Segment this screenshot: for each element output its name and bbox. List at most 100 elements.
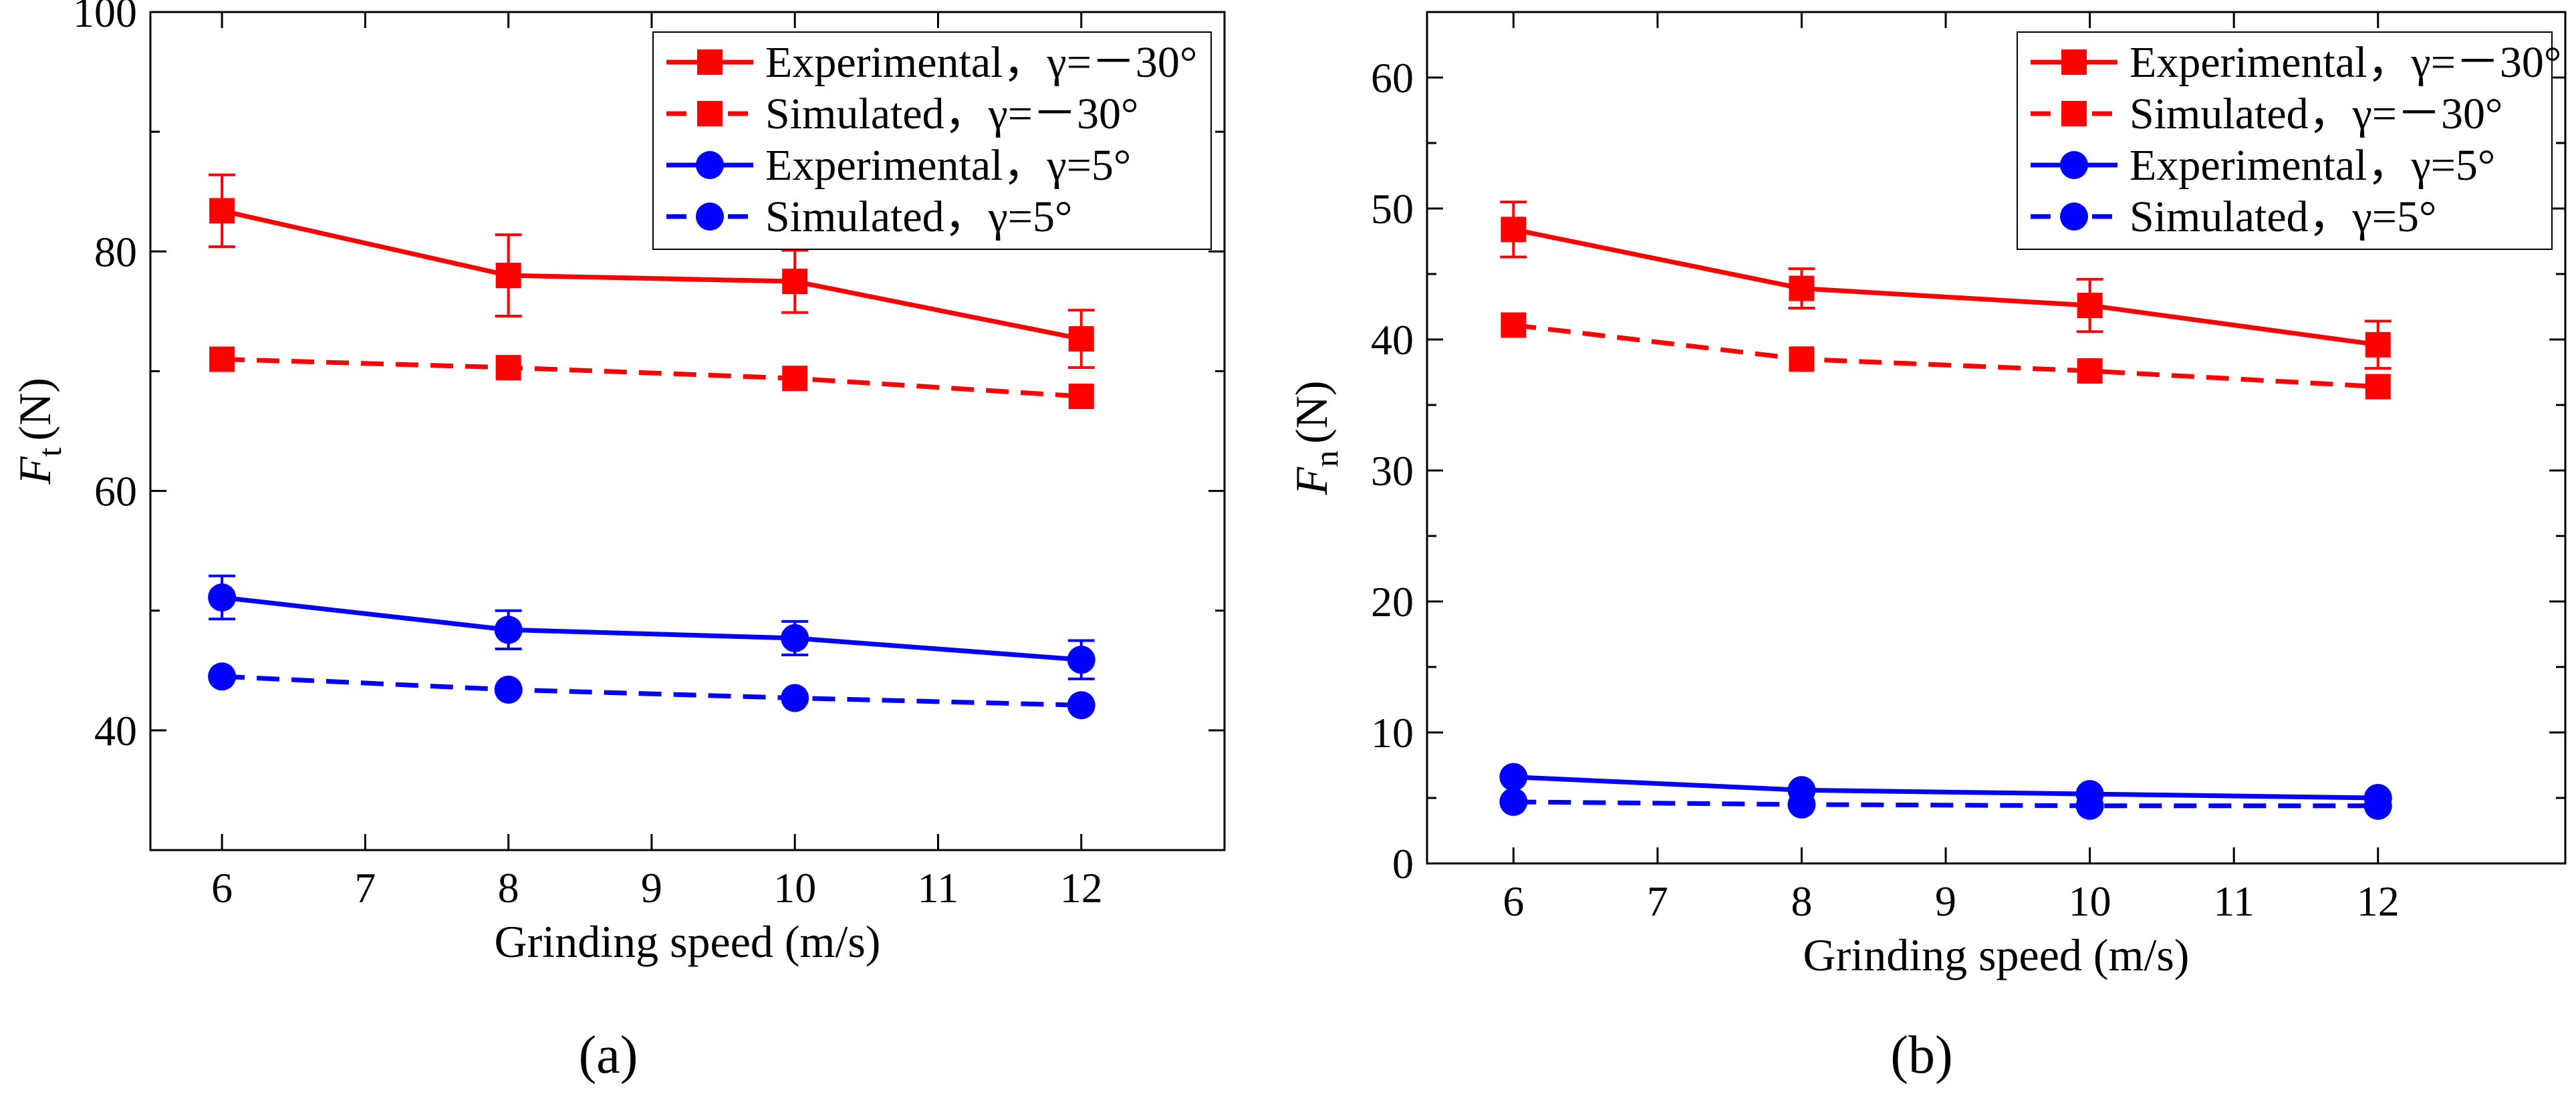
legend-item: Experimental，γ=－30° bbox=[666, 38, 1197, 87]
data-point bbox=[494, 675, 523, 704]
data-point bbox=[2363, 791, 2392, 820]
x-axis-title: Grinding speed (m/s) bbox=[495, 916, 881, 967]
legend-marker bbox=[2060, 151, 2088, 179]
series-1 bbox=[1500, 200, 2392, 370]
legend-item: Simulated，γ=5° bbox=[2031, 192, 2436, 241]
series-line bbox=[221, 595, 1081, 662]
data-point bbox=[208, 662, 237, 691]
panel-label: (a) bbox=[579, 1026, 638, 1085]
x-tick-label: 12 bbox=[1060, 864, 1103, 912]
legend-marker bbox=[696, 202, 724, 231]
y-tick-label: 50 bbox=[1371, 185, 1414, 233]
legend-item: Simulated，γ=5° bbox=[666, 192, 1072, 241]
data-point bbox=[1067, 646, 1096, 674]
data-point bbox=[1501, 217, 1527, 243]
data-point bbox=[1789, 346, 1815, 372]
legend-marker bbox=[697, 101, 723, 126]
y-tick-label: 0 bbox=[1392, 840, 1414, 887]
y-axis-subscript: t bbox=[31, 447, 68, 456]
data-point bbox=[782, 366, 808, 392]
x-tick-label: 10 bbox=[2069, 877, 2111, 925]
chart-panel-a: 6 7 8 9 10 11 12 40 60 80 100 Grinding speed (m/s) F… bbox=[9, 0, 1226, 967]
x-tick-label: 7 bbox=[1647, 877, 1668, 925]
y-axis-title: Fn (N) bbox=[1286, 381, 1345, 496]
data-point bbox=[1067, 691, 1096, 720]
data-point bbox=[781, 624, 809, 652]
series-4 bbox=[208, 662, 1096, 720]
x-tick-label: 11 bbox=[918, 864, 959, 912]
x-tick-label: 8 bbox=[498, 864, 519, 912]
y-axis-subscript: n bbox=[1307, 450, 1345, 467]
data-point bbox=[1501, 312, 1527, 338]
series-line bbox=[1513, 227, 2379, 348]
y-tick-label: 30 bbox=[1371, 447, 1414, 495]
data-point bbox=[2365, 374, 2391, 400]
data-point bbox=[782, 269, 808, 295]
x-tick-label: 11 bbox=[2213, 877, 2255, 925]
y-tick-label: 40 bbox=[1371, 316, 1414, 364]
plot-frame bbox=[149, 11, 1226, 851]
data-point bbox=[2075, 791, 2104, 820]
legend-item: Experimental，γ=－30° bbox=[2031, 38, 2561, 87]
series-1 bbox=[209, 173, 1095, 370]
x-tick-label: 7 bbox=[354, 864, 376, 912]
series-2 bbox=[1501, 312, 2391, 400]
y-tick-label: 10 bbox=[1371, 709, 1414, 757]
legend-marker bbox=[697, 49, 723, 75]
data-point bbox=[1789, 275, 1815, 301]
x-tick-label: 9 bbox=[1935, 877, 1956, 925]
legend-label: Simulated，γ=－30° bbox=[2130, 90, 2502, 138]
x-tick-label: 6 bbox=[211, 864, 233, 912]
data-point bbox=[1499, 763, 1528, 791]
data-point bbox=[2077, 358, 2103, 384]
legend-item: Simulated，γ=－30° bbox=[666, 90, 1138, 138]
x-tick-label: 8 bbox=[1791, 877, 1812, 925]
series-line bbox=[1513, 775, 2378, 801]
x-axis-title: Grinding speed (m/s) bbox=[1803, 930, 2190, 980]
data-point bbox=[2077, 293, 2103, 319]
series-4 bbox=[1499, 787, 2392, 820]
data-point bbox=[2365, 331, 2391, 358]
legend-item: Experimental，γ=5° bbox=[2031, 141, 2495, 190]
y-tick-label: 20 bbox=[1371, 578, 1414, 626]
legend-label: Experimental，γ=－30° bbox=[2130, 38, 2561, 87]
x-tick-label: 12 bbox=[2357, 877, 2400, 925]
series-3 bbox=[208, 574, 1096, 680]
data-point bbox=[208, 583, 237, 612]
data-point bbox=[494, 616, 523, 644]
data-point bbox=[781, 684, 809, 712]
legend-label: Simulated，γ=5° bbox=[765, 192, 1072, 241]
series-line bbox=[221, 674, 1081, 708]
data-point bbox=[495, 355, 521, 381]
data-point bbox=[209, 346, 235, 372]
legend-item: Experimental，γ=5° bbox=[666, 141, 1131, 190]
legend-box bbox=[652, 31, 1212, 250]
legend-label: Experimental，γ=5° bbox=[2130, 141, 2495, 190]
x-tick-label: 6 bbox=[1503, 877, 1524, 925]
legend-item: Simulated，γ=－30° bbox=[2031, 90, 2502, 138]
y-axis-symbol: F bbox=[9, 456, 60, 485]
data-point bbox=[1068, 326, 1094, 352]
legend-box bbox=[2017, 31, 2553, 250]
data-point bbox=[209, 198, 235, 224]
legend-marker bbox=[2060, 202, 2088, 231]
series-2 bbox=[209, 346, 1094, 410]
x-tick-label: 10 bbox=[773, 864, 816, 912]
legend: Experimental，γ=－30°Simulated，γ=－30°Exper… bbox=[2017, 31, 2561, 250]
data-point bbox=[1499, 787, 1528, 816]
legend-label: Simulated，γ=－30° bbox=[765, 90, 1138, 138]
legend-marker bbox=[696, 151, 724, 179]
y-axis-unit: (N) bbox=[9, 378, 60, 440]
data-point bbox=[1787, 790, 1816, 819]
data-point bbox=[1068, 384, 1094, 410]
y-axis-symbol: F bbox=[1286, 466, 1337, 495]
y-tick-label: 100 bbox=[73, 0, 137, 36]
legend-label: Experimental，γ=－30° bbox=[765, 38, 1197, 87]
plot-frame bbox=[1426, 11, 2567, 865]
series-line bbox=[222, 357, 1081, 399]
legend-marker bbox=[2061, 101, 2087, 126]
y-tick-label: 40 bbox=[94, 707, 137, 755]
legend-label: Experimental，γ=5° bbox=[765, 141, 1131, 190]
